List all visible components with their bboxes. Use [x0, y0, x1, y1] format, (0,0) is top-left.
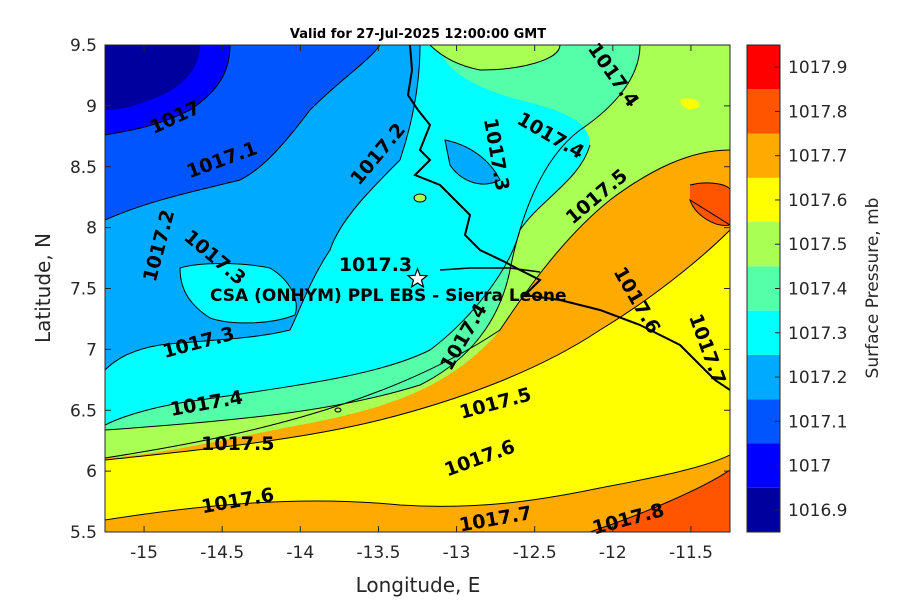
- contour-line: [429, 45, 561, 71]
- colorbar-swatch: [747, 354, 780, 400]
- contour-label: 1017.5: [201, 433, 274, 455]
- colorbar-tick-label: 1017.6: [788, 191, 847, 211]
- y-axis-ticks: 5.5 6 6.5 7 7.5 8 8.5 9 9.5: [70, 36, 730, 543]
- colorbar-swatch: [747, 89, 780, 134]
- cyan-pocket: [180, 263, 297, 323]
- x-tick-label: -14: [286, 543, 314, 563]
- colorbar-swatch: [747, 487, 780, 532]
- contour-line: [105, 45, 381, 221]
- colorbar-tick-label: 1017.4: [788, 280, 847, 300]
- x-tick-label: -12.5: [513, 543, 557, 563]
- site-value-label: 1017.3: [339, 254, 412, 276]
- y-tick-label: 9: [86, 97, 97, 117]
- coastline: [406, 45, 730, 391]
- island: [413, 193, 427, 203]
- colorbar-swatch: [747, 45, 780, 90]
- band-1017-5-north: [430, 45, 560, 70]
- contour-line: [105, 45, 231, 136]
- y-tick-label: 6: [86, 462, 97, 482]
- x-tick-label: -14.5: [200, 543, 244, 563]
- site-marker: 1017.3 CSA (ONHYM) PPL EBS - Sierra Leon…: [210, 254, 567, 306]
- x-tick-label: -12: [599, 543, 627, 563]
- band-1017-6: [105, 230, 730, 532]
- blue-pocket: [445, 140, 500, 185]
- colorbar-swatch: [747, 133, 780, 178]
- band-1017-8-east: [690, 182, 730, 226]
- colorbar-tick-label: 1017.1: [788, 412, 847, 432]
- colorbar-swatch: [747, 266, 780, 311]
- yellow-spot: [680, 98, 700, 110]
- colorbar-swatch: [747, 310, 780, 355]
- y-axis-label: Latitude, N: [31, 233, 55, 343]
- contour-line: [105, 149, 730, 459]
- contour-line: [179, 263, 297, 324]
- colorbar-tick-label: 1017.2: [788, 368, 847, 388]
- map-title: Valid for 27-Jul-2025 12:00:00 GMT: [290, 27, 546, 42]
- band-1016-9: [105, 45, 200, 110]
- colorbar-tick-label: 1017.9: [788, 58, 847, 78]
- colorbar-swatch: [747, 177, 780, 223]
- y-tick-label: 8: [86, 219, 97, 239]
- contour-line: [689, 182, 730, 226]
- colorbar-ticks: 1016.9 1017 1017.1 1017.2 1017.3 1017.4 1017.5…: [775, 58, 847, 521]
- colorbar-swatch: [747, 443, 780, 488]
- y-tick-label: 9.5: [70, 36, 97, 56]
- colorbar-swatch: [747, 399, 780, 444]
- y-tick-label: 7: [86, 340, 97, 360]
- colorbar-tick-label: 1017: [788, 457, 831, 477]
- coastline-path: [439, 267, 541, 273]
- y-tick-label: 8.5: [70, 158, 97, 178]
- site-star-icon: [406, 267, 429, 289]
- colorbar-tick-label: 1017.7: [788, 147, 847, 167]
- x-tick-label: -13: [443, 543, 471, 563]
- contour-line: [589, 469, 730, 532]
- colorbar-tick-label: 1017.3: [788, 324, 847, 344]
- x-axis-ticks: -15 -14.5 -14 -13.5 -13 -12.5 -12 -11.5: [130, 45, 713, 563]
- contour-line: [105, 144, 591, 426]
- colorbar-label: Surface Pressure, mb: [863, 198, 883, 379]
- band-1017-8-south: [590, 470, 730, 532]
- colorbar-tick-label: 1017.5: [788, 235, 847, 255]
- contour-line: [105, 229, 730, 461]
- small-contour: [334, 407, 342, 413]
- y-tick-label: 6.5: [70, 401, 97, 421]
- contour-lines: [105, 45, 730, 532]
- colorbar-swatch: [747, 222, 780, 267]
- x-axis-label: Longitude, E: [356, 573, 481, 597]
- colorbar-tick-label: 1017.8: [788, 102, 847, 122]
- site-name-label: CSA (ONHYM) PPL EBS - Sierra Leone: [210, 286, 567, 306]
- y-tick-label: 5.5: [70, 523, 97, 543]
- contour-line: [105, 45, 641, 431]
- band-1017-7-south: [105, 455, 730, 532]
- contour-line: [444, 139, 501, 185]
- y-tick-label: 7.5: [70, 280, 97, 300]
- contour-line: [105, 454, 730, 521]
- x-tick-label: -11.5: [669, 543, 713, 563]
- coastline-path: [406, 45, 730, 391]
- x-tick-label: -13.5: [356, 543, 400, 563]
- colorbar-tick-label: 1016.9: [788, 501, 847, 521]
- x-tick-label: -15: [130, 543, 158, 563]
- contour-line: [105, 45, 421, 371]
- colorbar: [747, 45, 780, 532]
